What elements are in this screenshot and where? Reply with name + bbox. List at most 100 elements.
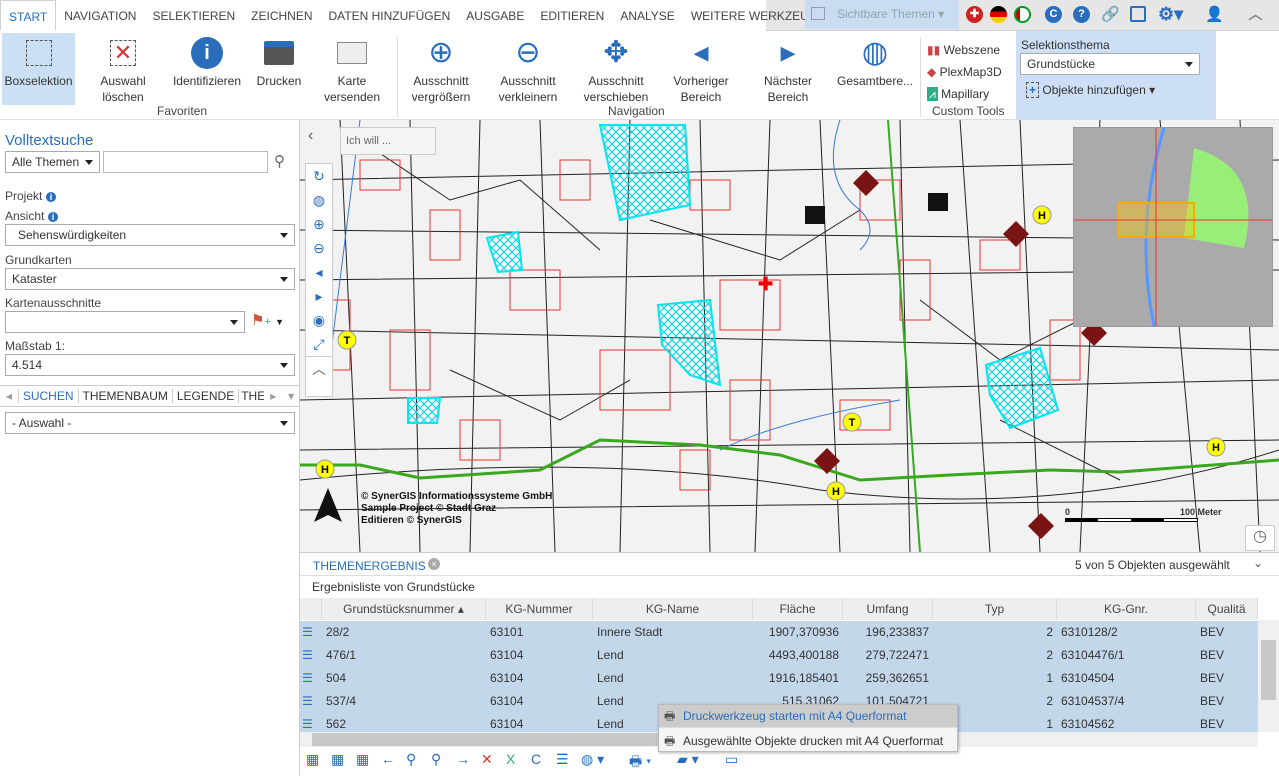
tab-start[interactable]: START bbox=[0, 0, 57, 31]
tab-analyse[interactable]: ANALYSE bbox=[620, 9, 675, 23]
zoom-out-icon[interactable]: ⊖ bbox=[313, 240, 325, 256]
collapse-toolbar-icon[interactable]: ︿ bbox=[306, 356, 332, 381]
tabs-menu-icon[interactable]: ▾ bbox=[288, 389, 295, 403]
tab-editieren[interactable]: EDITIEREN bbox=[540, 9, 605, 23]
karte-versenden-button[interactable]: Karte versenden bbox=[318, 33, 386, 105]
zoom-out-button[interactable]: ⊖ Ausschnitt verkleinern bbox=[492, 33, 564, 105]
next-extent-button[interactable]: ▸ Nächster Bereich bbox=[755, 33, 821, 105]
zoom-next-icon[interactable]: ⚲ bbox=[431, 751, 442, 767]
collapse-left-panel-icon[interactable]: ‹ bbox=[308, 127, 314, 144]
column-header[interactable]: KG-Gnr. bbox=[1057, 598, 1196, 620]
zoom-to-table-icon[interactable]: ▦ bbox=[306, 751, 320, 767]
row-details-icon[interactable]: ☰ bbox=[302, 671, 313, 685]
overview-map[interactable] bbox=[1073, 127, 1273, 327]
column-header[interactable]: Umfang bbox=[843, 598, 933, 620]
selection-theme-select[interactable]: Grundstücke bbox=[1020, 53, 1200, 75]
tab-themenbaum[interactable]: THEMENBAUM bbox=[79, 389, 173, 403]
ich-will-input[interactable]: Ich will ... bbox=[340, 127, 436, 155]
identifizieren-button[interactable]: i Identifizieren bbox=[170, 33, 244, 105]
previous-icon[interactable]: ← bbox=[381, 751, 395, 767]
row-details-icon[interactable]: ☰ bbox=[302, 717, 313, 731]
map-canvas[interactable]: T T H H H H ✚ bbox=[300, 120, 1279, 552]
print-icon[interactable]: 🖶 ▾ bbox=[629, 753, 652, 769]
link-icon[interactable]: 🔗 bbox=[1101, 6, 1120, 23]
add-bookmark-icon[interactable]: ⚑+ ▼ bbox=[251, 312, 284, 329]
table-icon[interactable]: ▦ bbox=[331, 751, 345, 767]
save-icon[interactable]: ▭ bbox=[725, 751, 739, 767]
scroll-right-icon[interactable]: ▸ bbox=[270, 389, 277, 403]
tab-themenergebnis[interactable]: THEMENERGEBNIS bbox=[313, 559, 426, 573]
tab-ausgabe[interactable]: AUSGABE bbox=[466, 9, 525, 23]
export-excel-icon[interactable]: X bbox=[506, 751, 516, 767]
tab-weitere-werkzeuge[interactable]: WEITERE WERKZEUGE bbox=[690, 9, 827, 23]
tab-legende[interactable]: LEGENDE bbox=[173, 389, 240, 403]
previous-extent-icon[interactable]: ◂ bbox=[315, 264, 323, 280]
kartenausschnitte-select[interactable] bbox=[5, 311, 245, 333]
auswahl-select[interactable]: - Auswahl - bbox=[5, 412, 295, 434]
full-extent-button[interactable]: ◍ Gesamtbere... bbox=[835, 33, 915, 105]
plexmap3d-button[interactable]: ◆ PlexMap3D bbox=[927, 61, 1002, 83]
vertical-scrollbar[interactable] bbox=[1258, 620, 1279, 732]
ansicht-select[interactable]: Sehenswürdigkeiten bbox=[5, 224, 295, 246]
layer-icon[interactable]: ▰ ▾ bbox=[677, 751, 699, 767]
column-header[interactable]: KG-Nummer bbox=[486, 598, 593, 620]
next-icon[interactable]: → bbox=[456, 751, 470, 767]
german-flag-icon[interactable] bbox=[990, 6, 1007, 23]
collapse-ribbon-icon[interactable]: ︿ bbox=[1248, 6, 1263, 22]
column-header[interactable]: Grundstücksnummer ▴ bbox=[322, 598, 486, 620]
close-tab-icon[interactable]: × bbox=[428, 558, 440, 570]
save-icon[interactable] bbox=[1130, 6, 1146, 22]
boxselektion-button[interactable]: Boxselektion bbox=[2, 33, 75, 105]
export-table-icon[interactable]: ▦ bbox=[356, 751, 370, 767]
webszene-button[interactable]: ▮▮ Webszene bbox=[927, 39, 1002, 61]
table-row[interactable]: ☰ 504 63104 Lend 1916,185401 259,362651 1 63104… bbox=[300, 667, 1258, 690]
user-icon[interactable]: 👤 bbox=[1205, 6, 1224, 23]
collapse-panel-icon[interactable]: ⌄ bbox=[1253, 556, 1264, 570]
mapillary-button[interactable]: ⩘ Mapillary bbox=[927, 83, 1002, 105]
menu-item-print-selected[interactable]: 🖶 Ausgewählte Objekte drucken mit A4 Quer… bbox=[659, 727, 957, 751]
uk-flag-icon[interactable]: ✚ bbox=[966, 6, 983, 23]
web-export-icon[interactable]: ◍ ▾ bbox=[581, 751, 605, 767]
refresh-icon[interactable]: ↻ bbox=[313, 168, 325, 184]
globe-icon[interactable]: ◍ bbox=[312, 192, 326, 208]
column-header[interactable]: Fläche bbox=[753, 598, 843, 620]
tab-daten-hinzufügen[interactable]: DATEN HINZUFÜGEN bbox=[328, 9, 451, 23]
search-input[interactable] bbox=[103, 151, 268, 173]
add-objects-button[interactable]: + Objekte hinzufügen ▾ bbox=[1026, 82, 1155, 98]
row-details-icon[interactable]: ☰ bbox=[302, 648, 313, 662]
column-header[interactable]: Typ bbox=[933, 598, 1057, 620]
grundkarten-select[interactable]: Kataster bbox=[5, 268, 295, 290]
menu-item-print-tool[interactable]: 🖶 Druckwerkzeug starten mit A4 Querformat bbox=[659, 705, 957, 727]
row-details-icon[interactable]: ☰ bbox=[302, 694, 313, 708]
visible-themes-dropdown[interactable]: Sichtbare Themen ▾ bbox=[805, 0, 959, 29]
tab-themen[interactable]: THEM bbox=[241, 389, 265, 403]
row-details-icon[interactable]: ☰ bbox=[302, 625, 313, 639]
history-icon[interactable]: ◷ bbox=[1245, 525, 1275, 551]
tab-selektieren[interactable]: SELEKTIEREN bbox=[152, 9, 236, 23]
previous-extent-button[interactable]: ◂ Vorheriger Bereich bbox=[666, 33, 736, 105]
next-extent-icon[interactable]: ▸ bbox=[315, 288, 323, 304]
help-icon[interactable]: ? bbox=[1073, 6, 1090, 23]
export-csv-icon[interactable]: C bbox=[531, 751, 542, 767]
museum-markers[interactable] bbox=[814, 170, 1107, 539]
uae-flag-icon[interactable] bbox=[1014, 6, 1031, 23]
gear-icon[interactable]: ⚙▾ bbox=[1158, 4, 1184, 24]
locate-icon[interactable]: ◉ bbox=[312, 312, 326, 328]
column-header[interactable]: Qualitä bbox=[1196, 598, 1258, 620]
tab-navigation[interactable]: NAVIGATION bbox=[64, 9, 137, 23]
scroll-left-icon[interactable]: ◂ bbox=[5, 389, 12, 403]
table-row[interactable]: ☰ 476/1 63104 Lend 4493,400188 279,722471 2 631… bbox=[300, 644, 1258, 667]
zoom-in-icon[interactable]: ⊕ bbox=[313, 216, 325, 232]
column-header[interactable]: KG-Name bbox=[593, 598, 753, 620]
massstab-select[interactable]: 4.514 bbox=[5, 354, 295, 376]
clear-selection-icon[interactable]: ✕ bbox=[481, 751, 493, 767]
tab-zeichnen[interactable]: ZEICHNEN bbox=[251, 9, 313, 23]
search-icon[interactable]: ⚲ bbox=[274, 153, 285, 170]
drucken-button[interactable]: Drucken bbox=[254, 33, 304, 105]
theme-filter-select[interactable]: Alle Themen bbox=[5, 151, 100, 173]
table-row[interactable]: ☰ 28/2 63101 Innere Stadt 1907,370936 196,233… bbox=[300, 621, 1258, 644]
details-icon[interactable]: ☰ bbox=[556, 751, 569, 767]
zoom-in-button[interactable]: ⊕ Ausschnitt vergrößern bbox=[405, 33, 477, 105]
zoom-previous-icon[interactable]: ⚲ bbox=[406, 751, 417, 767]
info-icon[interactable]: i bbox=[47, 212, 59, 222]
